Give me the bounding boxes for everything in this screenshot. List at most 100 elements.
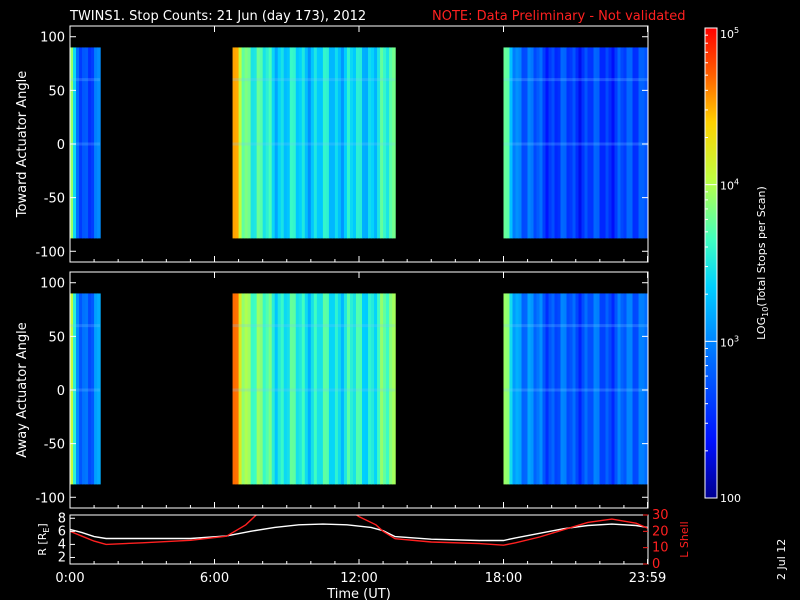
heatmap-column bbox=[368, 47, 372, 239]
heatmap-column bbox=[97, 47, 101, 239]
heatmap-column bbox=[644, 293, 649, 485]
heatmap-column bbox=[641, 47, 646, 239]
heatmap-column bbox=[587, 47, 592, 239]
heatmap-column bbox=[632, 293, 637, 485]
heatmap-column bbox=[304, 293, 309, 485]
ytick-left-label: 4 bbox=[58, 537, 66, 552]
angle-band bbox=[232, 388, 396, 392]
heatmap-column bbox=[557, 47, 562, 239]
heatmap-column bbox=[85, 47, 89, 239]
heatmap-column bbox=[581, 293, 586, 485]
heatmap-column bbox=[590, 47, 595, 239]
heatmap-column bbox=[310, 47, 315, 239]
heatmap-column bbox=[280, 293, 285, 485]
heatmap-column bbox=[605, 293, 610, 485]
heatmap-column bbox=[512, 47, 517, 239]
data-block-2 bbox=[503, 293, 649, 485]
heatmap-column bbox=[94, 293, 98, 485]
heatmap-column bbox=[548, 293, 553, 485]
heatmap-column bbox=[88, 293, 92, 485]
heatmap-column bbox=[359, 293, 363, 485]
heatmap-column bbox=[608, 47, 613, 239]
heatmap-column bbox=[614, 293, 619, 485]
heatmap-column bbox=[524, 293, 529, 485]
angle-band bbox=[70, 324, 101, 328]
heatmap-column bbox=[94, 47, 98, 239]
heatmap-column bbox=[386, 47, 390, 239]
heatmap-column bbox=[343, 47, 348, 239]
heatmap-column bbox=[377, 293, 381, 485]
heatmap-column bbox=[292, 47, 297, 239]
heatmap-column bbox=[334, 47, 339, 239]
heatmap-column bbox=[629, 47, 634, 239]
ytick-right-label: 20 bbox=[652, 524, 669, 539]
heatmap-column bbox=[259, 293, 264, 485]
heatmap-column bbox=[503, 293, 508, 485]
angle-band bbox=[503, 142, 648, 146]
heatmap-column bbox=[70, 293, 74, 485]
heatmap-column bbox=[392, 47, 396, 239]
heatmap-column bbox=[545, 293, 550, 485]
heatmap-column bbox=[518, 47, 523, 239]
heatmap-column bbox=[389, 293, 393, 485]
ytick-left-label: 8 bbox=[58, 511, 66, 526]
heatmap-column bbox=[377, 47, 381, 239]
heatmap-column bbox=[82, 293, 86, 485]
heatmap-column bbox=[371, 47, 375, 239]
heatmap-column bbox=[238, 47, 243, 239]
xtick-label: 18:00 bbox=[485, 571, 522, 586]
colorbar-tick-label: 104 bbox=[720, 178, 739, 193]
heatmap-column bbox=[527, 47, 532, 239]
heatmap-column bbox=[97, 293, 101, 485]
heatmap-column bbox=[310, 293, 315, 485]
heatmap-column bbox=[617, 293, 622, 485]
heatmap-column bbox=[346, 47, 351, 239]
heatmap-column bbox=[355, 47, 360, 239]
ytick-left-label: 6 bbox=[58, 524, 66, 539]
xtick-label: 0:00 bbox=[55, 571, 84, 586]
heatmap-column bbox=[307, 47, 312, 239]
ytick-label: 0 bbox=[57, 384, 65, 399]
heatmap-column bbox=[563, 47, 568, 239]
data-block-0 bbox=[70, 47, 101, 239]
heatmap-column bbox=[340, 293, 345, 485]
chart-title: TWINS1. Stop Counts: 21 Jun (day 173), 2… bbox=[69, 9, 366, 24]
heatmap-column bbox=[509, 47, 514, 239]
heatmap-column bbox=[638, 293, 643, 485]
heatmap-column bbox=[322, 293, 327, 485]
heatmap-column bbox=[551, 293, 556, 485]
heatmap-column bbox=[536, 47, 541, 239]
heatmap-column bbox=[322, 47, 327, 239]
heatmap-column bbox=[346, 293, 351, 485]
ytick-label: 50 bbox=[48, 84, 65, 99]
angle-band bbox=[503, 324, 648, 328]
heatmap-column bbox=[566, 47, 571, 239]
heatmap-column bbox=[256, 47, 261, 239]
heatmap-column bbox=[286, 47, 291, 239]
heatmap-column bbox=[620, 293, 625, 485]
heatmap-column bbox=[337, 47, 342, 239]
heatmap-column bbox=[73, 293, 77, 485]
heatmap-column bbox=[283, 293, 288, 485]
heatmap-column bbox=[328, 47, 333, 239]
heatmap-column bbox=[274, 293, 279, 485]
heatmap-column bbox=[596, 293, 601, 485]
heatmap-column bbox=[581, 47, 586, 239]
heatmap-column bbox=[280, 47, 285, 239]
heatmap-column bbox=[316, 47, 321, 239]
heatmap-column bbox=[274, 47, 279, 239]
lshell-series-line bbox=[70, 515, 648, 546]
heatmap-column bbox=[635, 47, 640, 239]
heatmap-column bbox=[602, 293, 607, 485]
heatmap-column bbox=[509, 293, 514, 485]
ytick-label: -50 bbox=[44, 438, 65, 453]
heatmap-column bbox=[82, 47, 86, 239]
ylabel-left: R [RE] bbox=[36, 523, 51, 555]
heatmap-column bbox=[277, 293, 282, 485]
ytick-label: 0 bbox=[57, 138, 65, 153]
heatmap-column bbox=[542, 293, 547, 485]
heatmap-column bbox=[527, 293, 532, 485]
heatmap-column bbox=[319, 293, 324, 485]
heatmap-column bbox=[554, 293, 559, 485]
